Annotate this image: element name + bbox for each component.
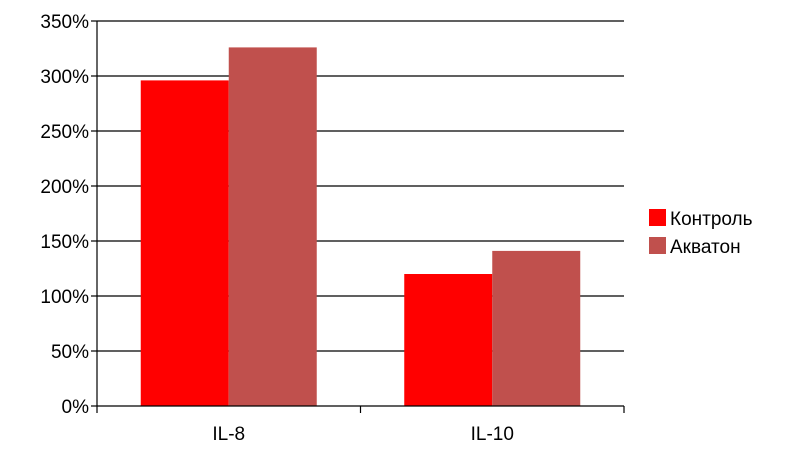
- y-tick-label: 100%: [40, 287, 89, 308]
- x-category-label: IL-10: [471, 424, 514, 445]
- axes: [91, 20, 625, 413]
- legend-swatch: [649, 237, 666, 254]
- y-tick-label: 50%: [51, 342, 89, 363]
- bar-series2-0: [228, 47, 317, 407]
- bar-series2-1: [492, 250, 581, 406]
- legend-swatch: [649, 209, 666, 226]
- y-tick-label: 0%: [62, 397, 90, 418]
- bars: [140, 47, 581, 407]
- y-tick-label: 250%: [40, 122, 89, 143]
- y-tick-label: 300%: [40, 67, 89, 88]
- y-tick-label: 200%: [40, 177, 89, 198]
- legend: Контроль Акватон: [649, 209, 753, 258]
- axis-labels: 0% 50% 100% 150% 200% 250% 300% 350% IL-8 IL-10: [40, 12, 514, 445]
- bar-series1-1: [404, 274, 493, 406]
- y-tick-label: 150%: [40, 232, 89, 253]
- y-tick-label: 350%: [40, 12, 89, 33]
- legend-label: Акватон: [670, 237, 741, 258]
- legend-label: Контроль: [670, 209, 753, 230]
- x-category-label: IL-8: [212, 424, 245, 445]
- bar-series1-0: [140, 80, 229, 407]
